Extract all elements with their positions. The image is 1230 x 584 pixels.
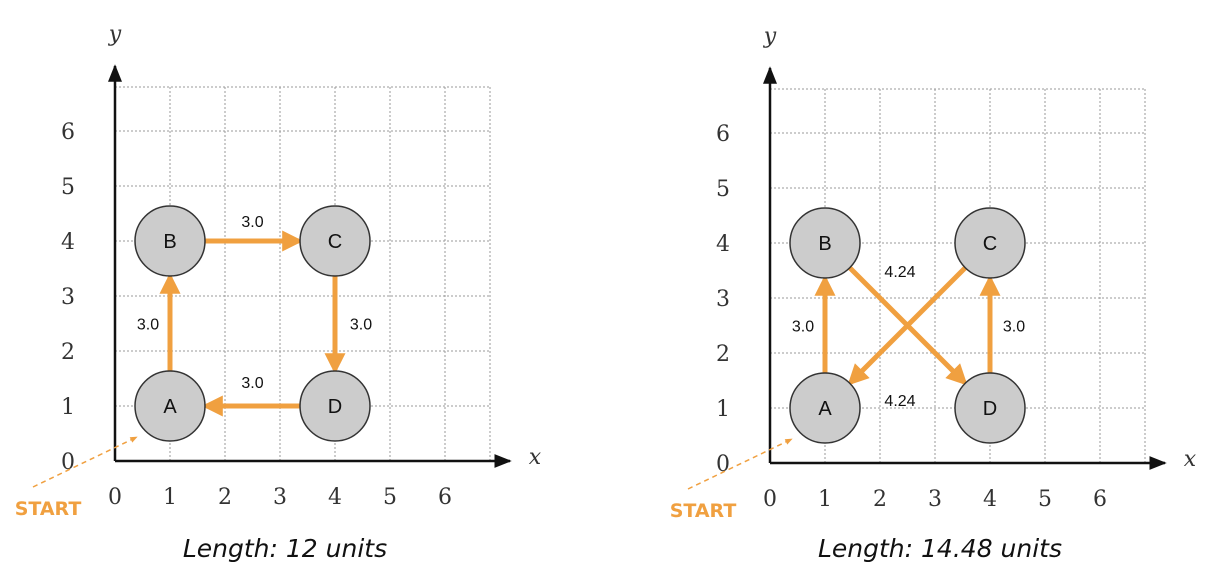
x-tick-label: 6	[438, 485, 452, 510]
node-label: D	[983, 398, 997, 420]
grid	[115, 86, 491, 461]
y-tick-label: 6	[716, 122, 730, 147]
node-label: B	[163, 231, 176, 253]
edges	[159, 230, 346, 417]
node-d: D	[299, 370, 371, 442]
x-tick-label: 4	[983, 487, 997, 512]
node-label: C	[983, 233, 997, 255]
y-tick-label: 2	[61, 340, 75, 365]
y-axis-label: y	[763, 24, 777, 49]
edge-weight-label: 3.0	[792, 319, 814, 336]
edge-weight-label: 4.24	[884, 393, 915, 410]
node-b: B	[134, 205, 206, 277]
node-d: D	[954, 372, 1026, 444]
node-label: A	[163, 396, 177, 418]
y-tick-label: 5	[61, 175, 75, 200]
node-label: A	[818, 398, 832, 420]
x-tick-label: 5	[383, 485, 397, 510]
y-tick-label: 1	[61, 395, 75, 420]
grid	[770, 88, 1146, 463]
node-circle	[789, 372, 861, 444]
x-tick-label: 1	[163, 485, 177, 510]
right-tour-diagram: y x 0 1 2 3 4 5 6 0 1 2 3 4 5 6 START 3.0 4.24 3.0 4.24 A B C D L…	[670, 24, 1197, 563]
start-pointer	[687, 438, 793, 490]
y-tick-label: 0	[716, 452, 730, 477]
y-tick-label: 1	[716, 397, 730, 422]
x-tick-label: 3	[928, 487, 942, 512]
y-tick-label: 4	[61, 230, 75, 255]
node-circle	[299, 370, 371, 442]
node-c: C	[954, 207, 1026, 279]
node-circle	[954, 207, 1026, 279]
edge-weight-label: 3.0	[241, 375, 263, 392]
y-tick-label: 6	[61, 120, 75, 145]
y-tick-label: 2	[716, 342, 730, 367]
tour-length-caption: Length: 12 units	[183, 534, 387, 563]
x-tick-label: 1	[818, 487, 832, 512]
left-tour-diagram: y x 0 1 2 3 4 5 6 0 1 2 3 4 5 6 START 3.0 3.0 3.0 3.0 A B C D Len…	[15, 22, 542, 563]
edge-weight-label: 3.0	[137, 317, 159, 334]
edge-weight-label: 3.0	[241, 214, 263, 231]
edge-weight-label: 3.0	[1003, 319, 1025, 336]
x-axis-label: x	[529, 445, 542, 470]
x-tick-label: 2	[218, 485, 232, 510]
edge-arrow-c-a	[847, 265, 968, 386]
edge-weight-label: 4.24	[884, 264, 915, 281]
start-label: START	[15, 498, 82, 520]
x-axis-label: x	[1184, 447, 1197, 472]
start-pointer	[32, 436, 138, 488]
node-a: A	[789, 372, 861, 444]
y-tick-label: 3	[61, 285, 75, 310]
start-label: START	[670, 500, 737, 522]
y-tick-label: 4	[716, 232, 730, 257]
node-c: C	[299, 205, 371, 277]
x-tick-label: 4	[328, 485, 342, 510]
edge-weight-label: 3.0	[350, 317, 372, 334]
node-label: C	[328, 231, 342, 253]
y-tick-label: 3	[716, 287, 730, 312]
edges	[814, 265, 1001, 386]
y-axis-label: y	[108, 22, 122, 47]
node-label: D	[328, 396, 342, 418]
y-tick-label: 5	[716, 177, 730, 202]
node-circle	[954, 372, 1026, 444]
node-a: A	[134, 370, 206, 442]
x-tick-label: 0	[108, 485, 122, 510]
y-tick-label: 0	[61, 450, 75, 475]
x-tick-label: 2	[873, 487, 887, 512]
node-b: B	[789, 207, 861, 279]
node-label: B	[818, 233, 831, 255]
x-tick-label: 5	[1038, 487, 1052, 512]
node-circle	[789, 207, 861, 279]
node-circle	[134, 370, 206, 442]
x-tick-label: 0	[763, 487, 777, 512]
node-circle	[299, 205, 371, 277]
node-circle	[134, 205, 206, 277]
tour-length-caption: Length: 14.48 units	[818, 534, 1062, 563]
x-tick-label: 3	[273, 485, 287, 510]
x-tick-label: 6	[1093, 487, 1107, 512]
